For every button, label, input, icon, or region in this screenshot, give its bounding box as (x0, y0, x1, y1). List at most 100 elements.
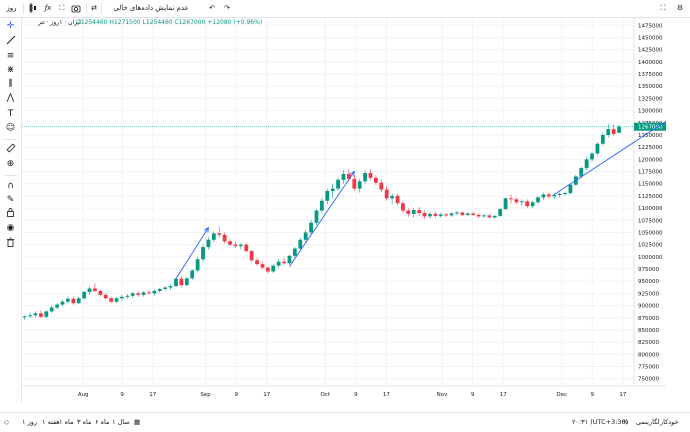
candle-body (325, 191, 330, 201)
candle-body (428, 213, 432, 217)
candle-body (579, 168, 584, 177)
candle-body (298, 239, 303, 249)
candle-body (336, 179, 340, 189)
candle-body (98, 290, 103, 295)
trendline-icon[interactable] (2, 35, 19, 49)
fullscreen-icon[interactable]: ⛶ (59, 4, 65, 12)
range-3m[interactable]: ۳ ماه (77, 418, 92, 426)
chart-legend: ایران · ۱روز · تتر (38, 19, 81, 26)
crosshair-icon[interactable]: ✛ (6, 21, 15, 31)
eye-icon[interactable]: ◉ (6, 223, 15, 233)
auto-toggle[interactable]: خودکار (660, 418, 679, 426)
indicators-icon[interactable]: ƒx (44, 4, 52, 12)
candle-body (114, 298, 119, 302)
price-chart[interactable]: 1475000 1450000 1425000 1400000 1375000 13500… (22, 18, 666, 402)
candle-body (28, 315, 32, 317)
price-tick-label: 850000 (638, 328, 659, 334)
trash-icon[interactable] (2, 237, 19, 251)
candle-body (39, 313, 43, 317)
range-1y[interactable]: ۱ سال (112, 418, 130, 426)
range-1d[interactable]: ۱ روز (22, 418, 37, 426)
drawing-toolbar: ✛ ≡ ⋇ ⫼ ⋀ T ☺ ⊕ ∩ ✎ ◉ (0, 18, 22, 402)
time-tick-label: 9 (354, 392, 358, 398)
time-tick-label: Sep (200, 392, 211, 398)
candle-body (152, 290, 157, 294)
time-tick-label: Dec (556, 392, 567, 398)
candle-body (103, 294, 108, 299)
candle-body (600, 134, 605, 144)
legend-high: H1271500 (109, 19, 141, 26)
range-6m[interactable]: ۶ ماه (95, 418, 110, 426)
show-empty-data-toggle[interactable]: عدم نمایش داده‌های خالی (113, 4, 189, 12)
pattern-icon[interactable]: ⋀ (6, 93, 15, 103)
range-1w[interactable]: ۱ هفته (42, 418, 60, 426)
undo-icon[interactable]: ↶ (209, 4, 215, 12)
redo-icon[interactable]: ↷ (224, 4, 230, 12)
date-range-icon[interactable]: ▦ (134, 418, 141, 426)
price-tick-label: 1425000 (638, 48, 663, 54)
candle-body (82, 291, 87, 299)
candle-body (206, 239, 211, 248)
ohlc-legend: O1254460 H1271500 L1254460 C1267000 +120… (76, 19, 262, 26)
time-tick-label: 17 (263, 392, 270, 398)
price-tick-label: 875000 (638, 316, 659, 322)
candle-body (179, 278, 184, 286)
log-toggle[interactable]: لگاریتمی (636, 418, 660, 426)
candle-body (417, 210, 422, 213)
fullscreen-exit-icon[interactable]: ⛶ (660, 4, 666, 12)
text-icon[interactable]: T (7, 109, 14, 119)
horizontal-lines-icon[interactable]: ≡ (6, 51, 15, 61)
price-tick-label: 1400000 (638, 60, 663, 66)
range-1m[interactable]: ۱ ماه (59, 418, 74, 426)
zoom-toggle-icon[interactable]: ◇ (4, 418, 9, 426)
candle-body (66, 298, 70, 302)
candle-body (471, 213, 476, 215)
candle-body (390, 195, 395, 199)
candle-body (265, 267, 270, 272)
settings-icon[interactable]: ⚙ (676, 4, 684, 12)
lock-icon[interactable] (2, 207, 19, 221)
price-tick-label: 1100000 (638, 206, 663, 212)
timeframe-button[interactable]: روز (6, 4, 17, 12)
ruler-icon[interactable] (2, 143, 19, 157)
candle-body (617, 126, 621, 133)
candle-body (482, 215, 486, 217)
candle-body (449, 213, 454, 216)
candle-body (163, 287, 168, 290)
legend-low: L1254460 (142, 19, 173, 26)
compare-icon[interactable]: ⇄ (91, 4, 97, 12)
candle-body (238, 244, 243, 247)
candle-body (595, 143, 600, 154)
candle-body (168, 286, 173, 288)
price-tick-label: 1450000 (638, 35, 663, 41)
percent-toggle[interactable]: % (622, 418, 629, 426)
price-tick-label: 800000 (638, 352, 659, 358)
timezone-display[interactable]: ۲۰:۳۱ (UTC+3:30) (572, 418, 629, 426)
price-tick-label: 1475000 (638, 23, 663, 29)
price-tick-label: 825000 (638, 340, 659, 346)
candle-body (211, 233, 216, 240)
candle-body (444, 214, 449, 216)
candle-body (174, 278, 178, 287)
fib-icon[interactable]: ⫼ (8, 79, 13, 89)
legend-open: O1254460 (76, 19, 108, 26)
zoom-in-icon[interactable]: ⊕ (6, 159, 15, 169)
time-tick-label: 9 (120, 392, 124, 398)
magnet-icon[interactable]: ∩ (7, 181, 14, 191)
candle-body (363, 172, 367, 182)
draw-mode-icon[interactable]: ✎ (6, 195, 15, 205)
price-tick-label: 1175000 (638, 170, 663, 176)
pitchfork-icon[interactable]: ⋇ (6, 65, 15, 75)
camera-icon[interactable] (70, 0, 82, 17)
emoji-icon[interactable]: ☺ (5, 123, 16, 133)
price-tick-label: 925000 (638, 291, 659, 297)
candle-body (55, 304, 60, 308)
time-tick-label: 17 (149, 392, 156, 398)
candle-body (276, 261, 281, 266)
candle-type-icon[interactable] (27, 0, 39, 17)
candle-body (60, 301, 65, 305)
drawn-arrow-head (203, 226, 209, 233)
candle-body (530, 202, 535, 207)
price-tick-label: 950000 (638, 279, 659, 285)
price-tick-label: 1025000 (638, 243, 663, 249)
